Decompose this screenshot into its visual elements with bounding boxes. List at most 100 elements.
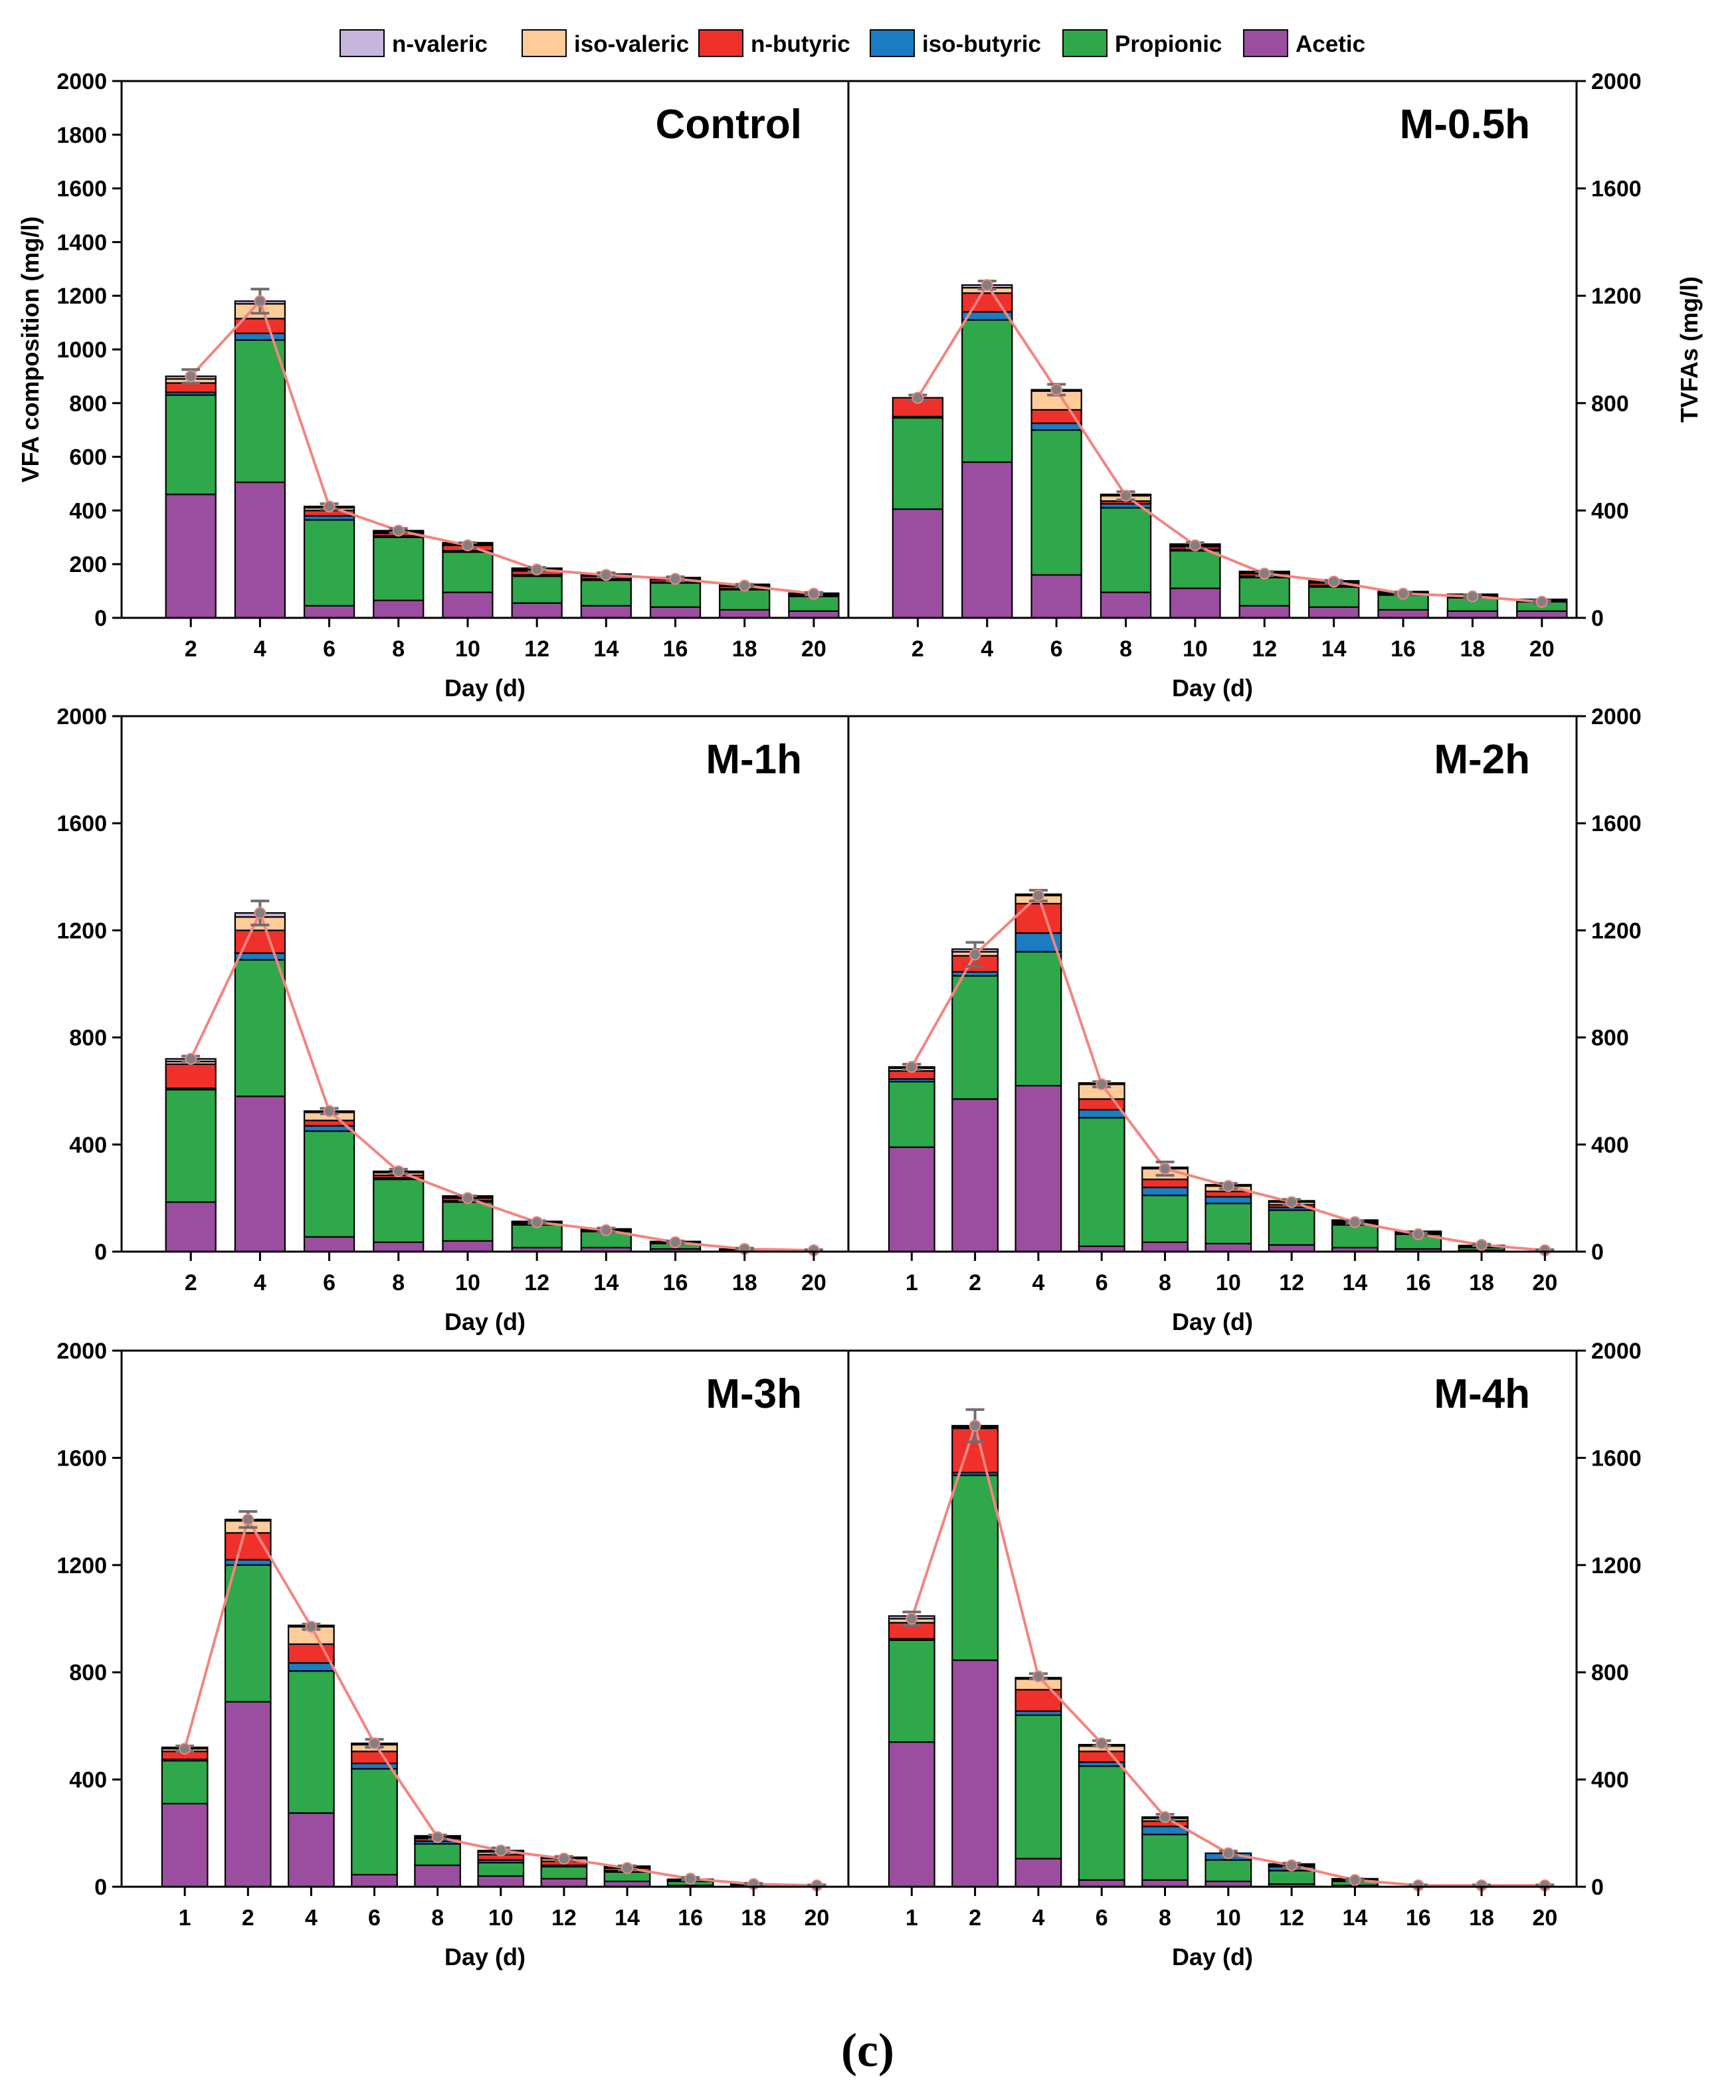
- x-tick-label-20: 20: [801, 636, 826, 662]
- tvfa-point-day-16: [669, 573, 682, 585]
- x-tick-label-14: 14: [1343, 1905, 1368, 1931]
- bar-acetic-day-10: [1169, 587, 1221, 619]
- x-tick-label-16: 16: [678, 1905, 703, 1931]
- panel-m-1h: 0 400 800 1200 1600 2000 2 4 6 8 10 12 14 16 18 20 Day (…: [56, 704, 850, 1335]
- tvfa-point-day-6: [323, 1105, 336, 1117]
- x-tick-label-6: 6: [323, 636, 336, 662]
- tvfa-point-day-8: [431, 1831, 444, 1844]
- y-tick-label-left: 2000: [56, 1339, 107, 1364]
- tvfa-series: [181, 900, 823, 1256]
- x-tick-label-12: 12: [551, 1905, 577, 1931]
- x-tick-label-8: 8: [1159, 1270, 1171, 1295]
- tvfa-point-day-2: [185, 370, 197, 383]
- x-tick-label-20: 20: [1532, 1905, 1557, 1931]
- bar-iso-butyric-day-10: [1205, 1196, 1252, 1204]
- plot-frame: [847, 715, 1578, 1253]
- x-tick-label-16: 16: [663, 636, 688, 662]
- legend-label-iso-valeric: iso-valeric: [574, 31, 689, 57]
- tvfa-point-day-2: [912, 391, 924, 404]
- y-tick-label-left: 400: [69, 1133, 107, 1158]
- bars: [161, 1519, 777, 1888]
- bar-acetic-day-12: [1238, 605, 1290, 619]
- y-tick-label-right: 1600: [1591, 1446, 1642, 1471]
- y-tick-label-left: 1200: [56, 1553, 107, 1578]
- x-tick-label-8: 8: [392, 1270, 405, 1295]
- y-tick-label-left: 600: [69, 445, 107, 470]
- bar-propionic-day-12: [511, 575, 563, 604]
- legend-swatch-iso-valeric: [522, 29, 567, 57]
- bar-acetic-day-10: [1205, 1242, 1252, 1253]
- tvfa-line: [189, 909, 814, 1252]
- legend-label-propionic: Propionic: [1115, 31, 1222, 57]
- x-tick-label-12: 12: [524, 1270, 549, 1295]
- tvfa-point-day-2: [969, 1419, 981, 1432]
- plot-frame: [847, 80, 1578, 619]
- bar-iso-butyric-day-6: [1030, 422, 1082, 431]
- x-axis-label: Day (d): [444, 1943, 526, 1970]
- panel-control: 0 200 400 600 800 1000 1200 1400 1600 1800 2000 2 4 6…: [56, 69, 850, 702]
- y-tick-label-right: 1200: [1591, 284, 1642, 309]
- bar-iso-valeric-day-4: [288, 1626, 335, 1645]
- tvfa-line: [189, 298, 815, 595]
- bar-propionic-day-6: [1078, 1117, 1125, 1248]
- tvfa-series: [902, 888, 1555, 1256]
- bar-iso-valeric-day-6: [1030, 390, 1082, 411]
- y-tick-label-right: 0: [1591, 1875, 1604, 1900]
- bar-acetic-day-10: [442, 1240, 494, 1253]
- bar-iso-butyric-day-8: [1141, 1187, 1189, 1196]
- bar-acetic-day-8: [1100, 591, 1152, 619]
- bar-acetic-day-8: [373, 599, 425, 619]
- y-tick-label-left: 800: [69, 1026, 107, 1051]
- x-tick-label-14: 14: [615, 1905, 640, 1931]
- x-tick-label-8: 8: [1159, 1905, 1171, 1931]
- bar-acetic-day-14: [580, 605, 632, 619]
- x-tick-label-10: 10: [455, 1270, 480, 1295]
- tvfa-point-day-1: [179, 1743, 191, 1755]
- bars: [888, 893, 1505, 1253]
- bar-propionic-day-10: [442, 1201, 494, 1242]
- x-tick-label-10: 10: [1183, 636, 1208, 662]
- bar-acetic-day-4: [1014, 1085, 1062, 1253]
- x-tick-label-1: 1: [906, 1905, 918, 1931]
- legend-label-n-valeric: n-valeric: [392, 31, 488, 57]
- x-tick-label-10: 10: [455, 636, 480, 662]
- legend-swatch-n-valeric: [339, 29, 385, 57]
- x-tick-label-16: 16: [1406, 1905, 1431, 1931]
- bar-acetic-day-10: [477, 1875, 525, 1888]
- bar-acetic-day-6: [303, 605, 355, 619]
- bar-acetic-day-12: [540, 1877, 588, 1888]
- panel-title: M-3h: [706, 1371, 802, 1417]
- tvfa-line: [183, 1516, 817, 1887]
- tvfa-point-day-10: [461, 1192, 474, 1204]
- tvfa-point-day-6: [1096, 1078, 1108, 1091]
- x-tick-label-4: 4: [305, 1905, 318, 1931]
- bar-propionic-day-4: [961, 319, 1013, 463]
- bar-propionic-day-12: [1268, 1209, 1315, 1246]
- x-tick-label-2: 2: [185, 1270, 197, 1295]
- y-tick-label-right: 400: [1591, 498, 1629, 524]
- bar-propionic-day-10: [1205, 1202, 1252, 1245]
- plot-frame: [847, 1349, 1578, 1888]
- bar-propionic-day-2: [165, 394, 217, 496]
- bar-propionic-day-10: [477, 1861, 525, 1877]
- bar-n-butyric-day-8: [1141, 1179, 1189, 1189]
- tvfa-point-day-14: [621, 1861, 634, 1874]
- tvfa-point-day-6: [368, 1737, 381, 1750]
- bar-propionic-day-18: [719, 589, 771, 611]
- bar-propionic-day-12: [540, 1865, 588, 1879]
- tvfa-point-day-18: [738, 579, 751, 592]
- bar-propionic-day-8: [373, 1179, 425, 1243]
- x-tick-label-6: 6: [1050, 636, 1063, 662]
- tvfa-series: [175, 1510, 826, 1891]
- tvfa-point-day-10: [1222, 1847, 1234, 1860]
- y-tick-label-left: 1200: [56, 284, 107, 309]
- y-tick-label-left: 0: [94, 606, 107, 631]
- x-tick-label-16: 16: [1391, 636, 1416, 662]
- bar-acetic-day-6: [1078, 1879, 1125, 1888]
- bar-propionic-day-6: [351, 1768, 398, 1875]
- x-tick-label-10: 10: [1216, 1905, 1241, 1931]
- x-tick-label-10: 10: [488, 1905, 514, 1931]
